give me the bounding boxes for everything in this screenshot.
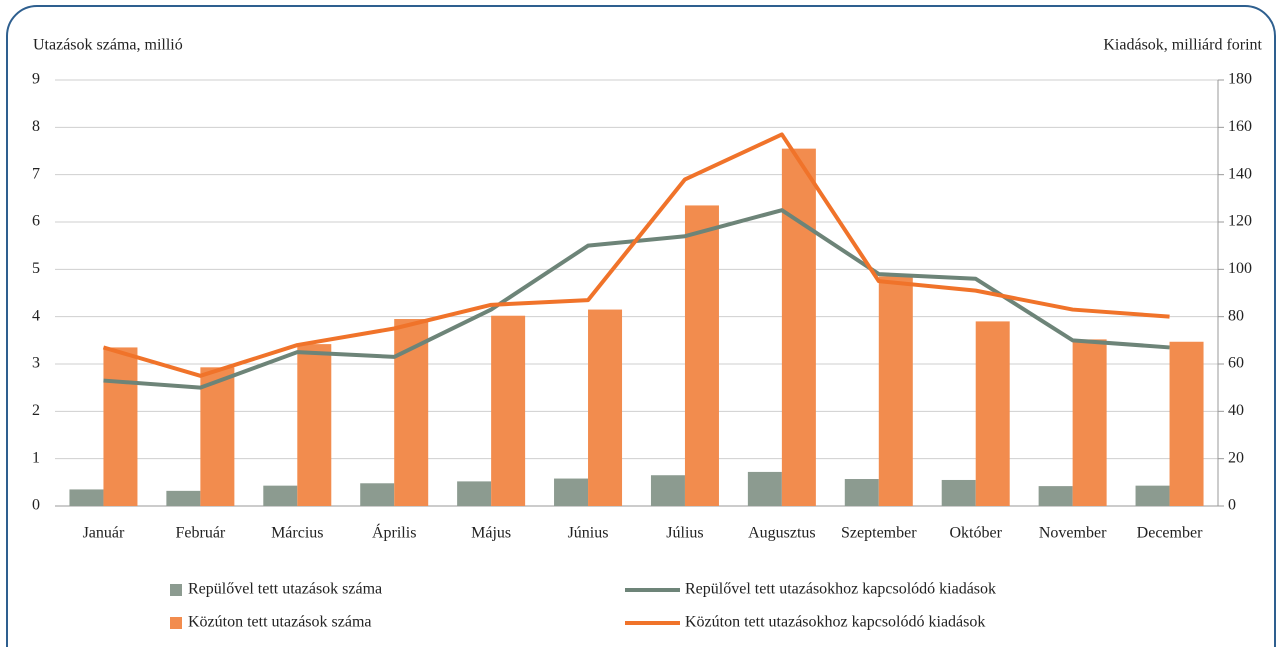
legend-swatch xyxy=(170,617,182,629)
x-tick-label: December xyxy=(1137,525,1203,542)
bar xyxy=(1072,339,1107,506)
y-axis-label: Utazások száma, millió xyxy=(33,37,183,54)
bar xyxy=(200,367,235,506)
x-tick-label: Január xyxy=(83,525,125,542)
x-tick-label: Július xyxy=(666,525,703,542)
y-tick-label: 3 xyxy=(32,355,40,372)
line xyxy=(102,132,1170,378)
y-tick-label: 0 xyxy=(32,497,40,514)
x-tick-label: Június xyxy=(568,525,609,542)
y2-tick-label: 60 xyxy=(1228,355,1244,372)
legend-label: Repülővel tett utazásokhoz kapcsolódó ki… xyxy=(685,581,996,598)
bar xyxy=(650,475,685,506)
x-tick-label: November xyxy=(1039,525,1107,542)
legend-label: Közúton tett utazásokhoz kapcsolódó kiad… xyxy=(685,614,985,631)
y-tick-label: 8 xyxy=(32,118,40,135)
bar xyxy=(781,148,816,506)
y-tick-label: 1 xyxy=(32,449,40,466)
x-tick-label: Február xyxy=(175,525,225,542)
y2-tick-label: 100 xyxy=(1228,260,1252,277)
bar xyxy=(975,321,1010,506)
y-tick-label: 6 xyxy=(32,213,40,230)
x-tick-label: Május xyxy=(471,525,511,542)
x-tick-label: Október xyxy=(949,525,1002,542)
y2-tick-label: 20 xyxy=(1228,449,1244,466)
bar xyxy=(747,471,782,506)
legend-label: Közúton tett utazások száma xyxy=(188,614,372,631)
y-tick-label: 5 xyxy=(32,260,40,277)
bar xyxy=(554,478,589,506)
bar xyxy=(360,483,395,506)
y-tick-label: 7 xyxy=(32,165,40,182)
legend-label: Repülővel tett utazások száma xyxy=(188,581,382,598)
bar xyxy=(103,347,138,506)
bar xyxy=(1169,341,1204,506)
bar xyxy=(878,276,913,506)
y2-tick-label: 140 xyxy=(1228,165,1252,182)
bar xyxy=(1135,485,1170,506)
bar xyxy=(588,309,623,506)
bar xyxy=(844,479,879,506)
bar xyxy=(1038,486,1073,506)
bar xyxy=(297,344,332,506)
y2-tick-label: 160 xyxy=(1228,118,1252,135)
y2-tick-label: 80 xyxy=(1228,307,1244,324)
y2-axis-label: Kiadások, milliárd forint xyxy=(1103,37,1262,54)
x-tick-label: Március xyxy=(271,525,323,542)
bar xyxy=(166,490,201,506)
frame xyxy=(6,5,1276,647)
x-tick-label: Április xyxy=(372,523,416,542)
y-tick-label: 2 xyxy=(32,402,40,419)
bar xyxy=(684,205,719,506)
y-tick-label: 9 xyxy=(32,71,40,88)
bar xyxy=(941,479,976,506)
bar xyxy=(491,315,526,506)
legend-swatch xyxy=(170,584,182,596)
y2-tick-label: 120 xyxy=(1228,213,1252,230)
x-tick-label: Szeptember xyxy=(841,525,917,542)
y2-tick-label: 40 xyxy=(1228,402,1244,419)
x-tick-label: Augusztus xyxy=(748,525,816,542)
y-tick-label: 4 xyxy=(32,307,40,324)
bar xyxy=(69,489,104,506)
y2-tick-label: 0 xyxy=(1228,497,1236,514)
bar xyxy=(457,481,492,506)
y2-tick-label: 180 xyxy=(1228,71,1252,88)
bar xyxy=(263,485,298,506)
